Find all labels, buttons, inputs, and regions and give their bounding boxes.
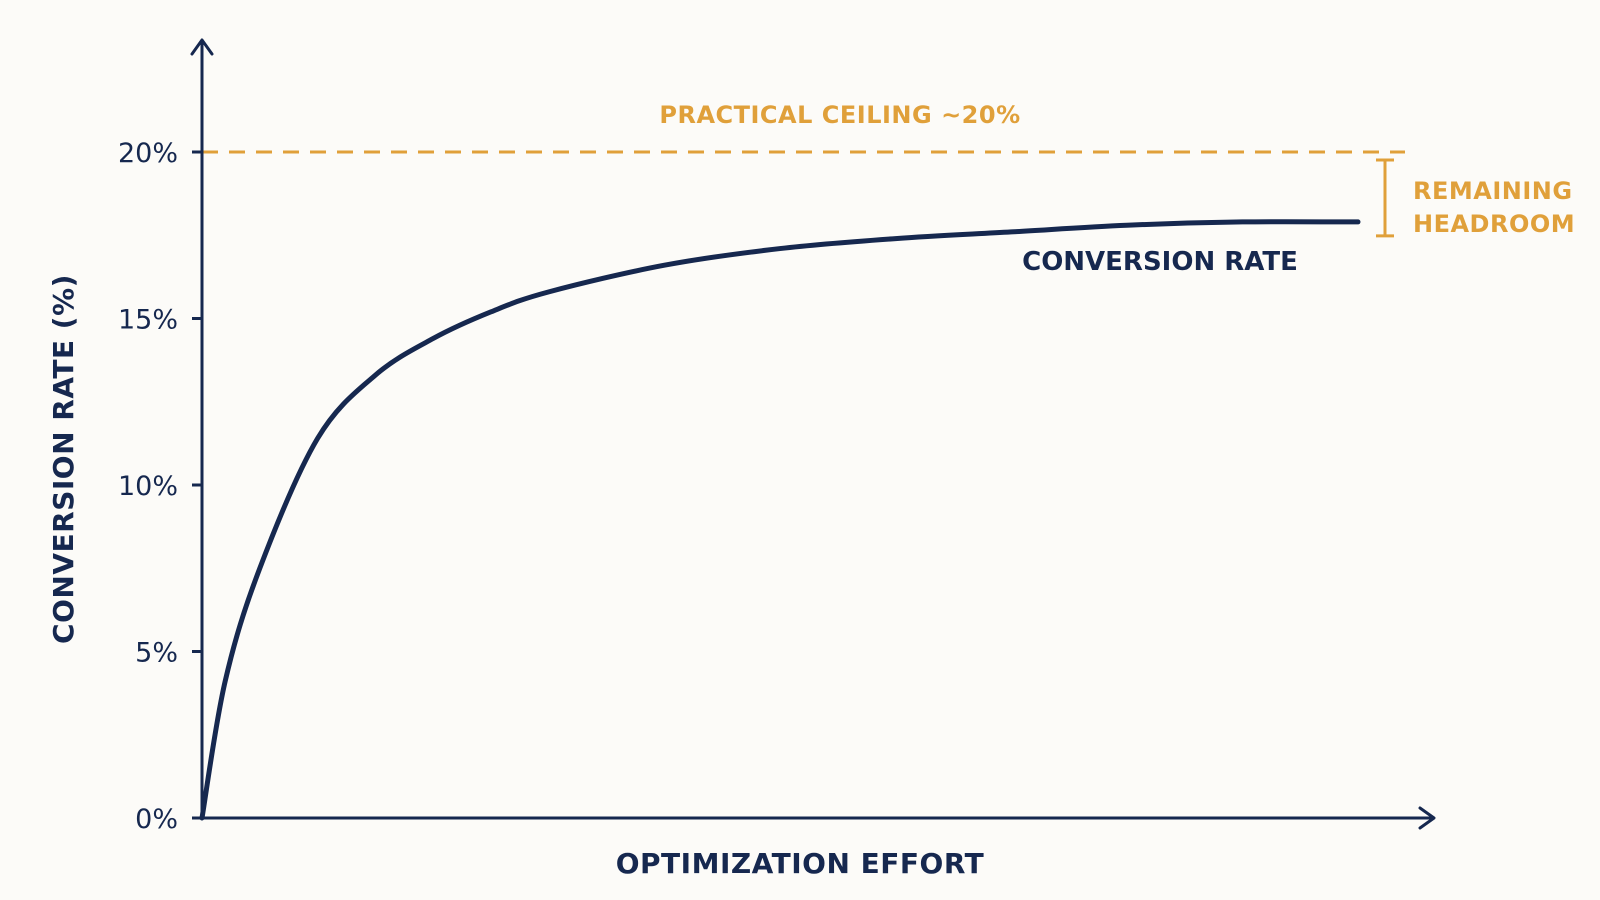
y-ticks: 0% 5% 10% 15% 20%	[118, 138, 202, 835]
headroom-label-line1: REMAINING	[1413, 177, 1573, 205]
y-tick-label-1: 5%	[135, 638, 178, 669]
y-tick-label-0: 0%	[135, 804, 178, 835]
ceiling-label: PRACTICAL CEILING ~20%	[659, 101, 1020, 129]
x-axis-arrow-icon	[1418, 806, 1436, 830]
x-axis	[202, 806, 1436, 830]
headroom-bracket	[1376, 158, 1394, 238]
headroom-label: REMAINING HEADROOM	[1413, 177, 1581, 238]
y-tick-label-3: 15%	[118, 305, 178, 336]
x-axis-label: OPTIMIZATION EFFORT	[616, 847, 985, 880]
y-tick-label-4: 20%	[118, 138, 178, 169]
series-label-conversion-rate: CONVERSION RATE	[1022, 247, 1298, 277]
y-axis-label: CONVERSION RATE (%)	[47, 274, 80, 644]
y-tick-label-2: 10%	[118, 471, 178, 502]
y-axis	[190, 38, 214, 818]
headroom-label-line2: HEADROOM	[1413, 210, 1575, 238]
y-axis-arrow-icon	[190, 38, 214, 56]
series-line-conversion-rate	[199, 219, 1361, 821]
